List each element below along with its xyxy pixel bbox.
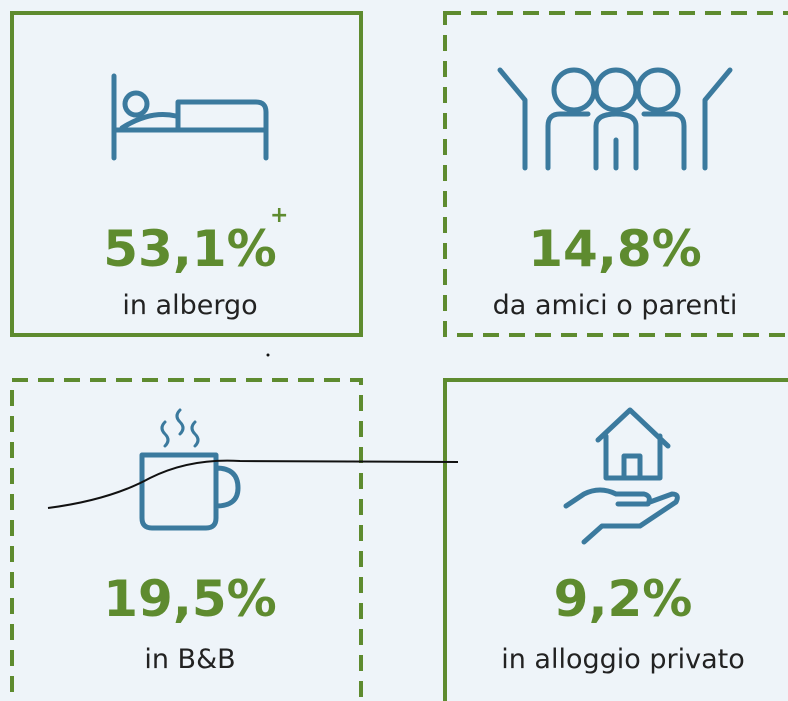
label: in albergo xyxy=(122,290,257,321)
card-frame xyxy=(443,11,788,337)
percentage: 9,2% xyxy=(554,570,693,628)
card-frame xyxy=(443,378,788,701)
percentage: 19,5% xyxy=(103,570,276,628)
card-frame xyxy=(10,378,363,701)
scribble-line xyxy=(47,459,459,509)
friends-icon xyxy=(497,67,733,171)
label: in alloggio privato xyxy=(501,644,745,675)
label: da amici o parenti xyxy=(493,290,738,321)
dot xyxy=(266,353,270,357)
superscript-mark: + xyxy=(270,203,288,228)
label: in B&B xyxy=(144,644,235,675)
card-frame xyxy=(10,11,363,337)
house-hand-icon xyxy=(563,407,680,545)
percentage: 14,8% xyxy=(528,220,701,278)
bed-icon xyxy=(111,73,269,161)
mug-icon xyxy=(139,408,241,531)
percentage: 53,1% xyxy=(103,220,276,278)
